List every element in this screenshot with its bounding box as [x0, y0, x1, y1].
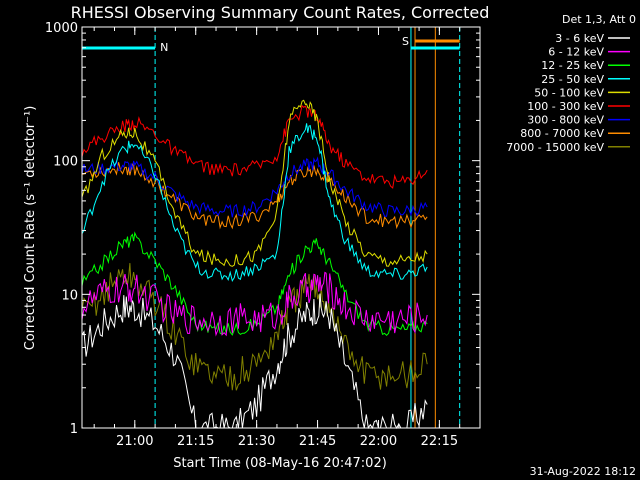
legend-label: 25 - 50 keV	[541, 73, 604, 86]
series-line	[81, 271, 428, 337]
series-line	[81, 231, 428, 337]
timestamp: 31-Aug-2022 18:12	[530, 465, 636, 478]
night-marker-label: N	[160, 41, 168, 54]
legend-label: 300 - 800 keV	[527, 114, 604, 127]
series-line	[81, 293, 428, 430]
x-tick-label: 21:30	[238, 434, 275, 449]
x-axis-label: Start Time (08-May-16 20:47:02)	[173, 456, 387, 471]
saa-marker-label: S	[402, 35, 409, 48]
y-tick-label: 1	[70, 422, 78, 437]
y-tick-label: 100	[53, 155, 78, 170]
x-tick-label: 22:15	[421, 434, 458, 449]
axes: 21:00 21:15 21:30 21:45 22:00 22:15 1 10 100 1000	[45, 21, 481, 449]
series-line	[81, 263, 428, 391]
series-layer	[81, 99, 428, 430]
legend-header: Det 1,3, Att 0	[562, 13, 636, 26]
legend-label: 3 - 6 keV	[555, 32, 604, 45]
legend-label: 800 - 7000 keV	[520, 127, 604, 140]
legend-label: 50 - 100 keV	[534, 86, 604, 99]
legend-label: 7000 - 15000 keV	[506, 141, 604, 154]
x-tick-label: 21:45	[299, 434, 336, 449]
series-line	[81, 99, 428, 267]
legend-label: 6 - 12 keV	[548, 46, 604, 59]
y-axis-label: Corrected Count Rate (s⁻¹ detector⁻¹)	[23, 106, 38, 351]
y-tick-label: 1000	[45, 21, 78, 36]
legend-label: 100 - 300 keV	[527, 100, 604, 113]
series-line	[81, 162, 428, 230]
series-line	[81, 123, 428, 283]
x-tick-label: 21:15	[177, 434, 214, 449]
x-tick-label: 22:00	[360, 434, 397, 449]
series-line	[81, 104, 428, 189]
series-line	[81, 156, 428, 218]
chart-title: RHESSI Observing Summary Count Rates, Co…	[71, 3, 490, 22]
x-tick-label: 21:00	[116, 434, 153, 449]
plot-frame	[81, 26, 481, 429]
legend-label: 12 - 25 keV	[541, 59, 604, 72]
y-tick-label: 10	[61, 288, 78, 303]
